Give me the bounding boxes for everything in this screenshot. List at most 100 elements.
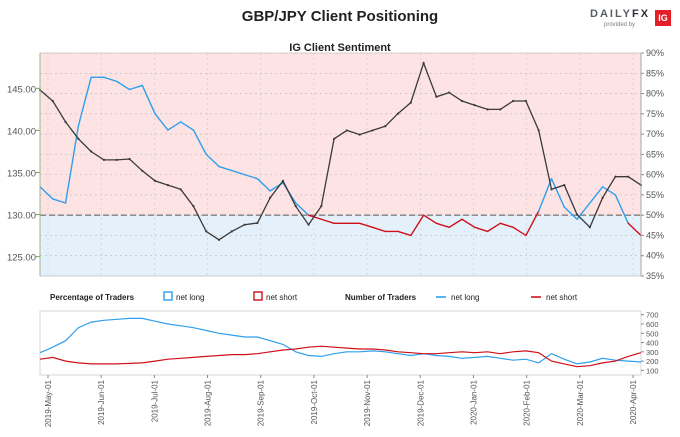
price-point [601,196,604,199]
net-long-pct-segment [295,202,310,216]
legend-net-short-swatch [253,291,263,301]
net-long-pct-segment [39,186,54,200]
net-long-pct-segment [141,84,156,115]
net-long-pct-segment [410,214,425,237]
net-long-pct-segment [538,177,553,212]
logo-tagline: provided by [604,22,636,28]
page-title: GBP/JPY Client Positioning [241,8,439,25]
net-long-pct-segment [167,121,182,131]
net-long-pct-segment [103,76,118,83]
x-axis-tick-label: 2019-Nov-01 [363,379,372,426]
price-point [537,129,540,132]
right-axis-tick-label: 45% [646,230,664,240]
legend-num-heading: Number of Traders [345,293,417,302]
x-axis-tick-label: 2020-Mar-01 [576,379,585,425]
right-axis-tick-label: 40% [646,251,664,261]
price-point [269,196,272,199]
net-long-pct-segment [243,173,259,180]
net-long-pct-segment [179,121,195,131]
net-long-pct-segment [435,222,450,229]
legend-count-long-label: net long [451,293,479,302]
ig-badge: IG [655,10,671,26]
price-point [179,188,182,191]
price-point [115,158,118,161]
x-axis-tick-label: 2020-Apr-01 [629,379,638,424]
count-net-short-line [39,345,642,368]
price-point [90,150,93,153]
x-axis-tick-label: 2020-Jan-01 [469,379,478,424]
net-long-pct-segment [231,169,246,176]
net-long-pct-segment [320,218,335,224]
price-point [512,99,515,103]
net-long-pct-segment [192,129,207,156]
net-long-pct-segment [499,222,514,229]
left-axis-tick-label: 130.00 [7,211,36,222]
price-point [627,175,630,178]
net-long-pct-segment [218,165,233,172]
count-net-long-line [39,317,642,365]
x-axis-tick-label: 2019-Jul-01 [150,379,159,422]
price-point [217,238,221,241]
right-axis-tick-label: 35% [646,271,664,281]
right-axis-tick-label: 55% [646,190,664,200]
net-long-pct-segment [422,214,438,224]
count-axis-tick-label: 500 [646,329,659,338]
x-axis-tick-label: 2019-Sep-01 [257,379,266,426]
plot-frame [39,52,642,277]
net-long-pct-segment [116,80,131,91]
left-axis-tick-label: 125.00 [7,253,36,264]
net-long-pct-segment [256,177,271,192]
price-point [409,101,412,104]
price-point [473,104,476,107]
count-panel-frame [39,310,642,376]
chart-subtitle: IG Client Sentiment [289,42,391,54]
price-point [550,188,553,191]
right-axis-tick-label: 90% [646,48,664,58]
price-point [358,133,361,136]
price-point [294,205,297,208]
right-axis-tick-label: 60% [646,170,664,180]
price-point [166,184,169,187]
count-axis-tick-label: 400 [646,339,659,348]
net-long-pct-segment [205,153,220,168]
net-long-pct-segment [589,186,604,204]
right-axis-tick-label: 70% [646,129,664,139]
right-axis-tick-label: 50% [646,210,664,220]
price-point [64,120,67,124]
net-long-pct-segment [154,113,169,131]
price-point [243,223,246,226]
net-long-pct-segment [397,230,412,237]
net-long-pct-segment [77,76,92,127]
price-point [77,137,80,140]
count-axis-tick-label: 700 [646,311,659,320]
net-long-pct-segment [601,186,617,196]
net-long-pct-segment [512,226,527,237]
price-point [128,157,131,161]
x-axis-tick-label: 2019-Aug-01 [204,379,213,426]
price-point [460,99,464,103]
price-point [205,230,208,233]
left-axis-tick-label: 135.00 [7,168,36,179]
net-long-pct-segment [486,222,502,233]
price-point [51,99,54,103]
right-axis-tick-label: 65% [646,149,664,159]
price-point [486,108,489,111]
right-axis-tick-label: 85% [646,68,664,78]
price-point [345,129,348,132]
price-point [396,112,400,115]
net-long-pct-segment [448,218,463,229]
price-point [614,175,617,178]
price-point [499,108,502,111]
price-point [230,230,233,233]
price-point [575,213,579,216]
net-long-pct-segment [371,226,386,233]
count-axis-tick-label: 600 [646,320,659,329]
x-axis-tick-label: 2019-Jun-01 [97,379,106,424]
price-point [153,179,157,183]
count-axis-tick-label: 300 [646,348,659,357]
price-point [588,226,591,229]
legend-net-long-swatch [163,291,173,301]
price-point [320,205,323,208]
right-axis-tick-label: 75% [646,109,664,119]
